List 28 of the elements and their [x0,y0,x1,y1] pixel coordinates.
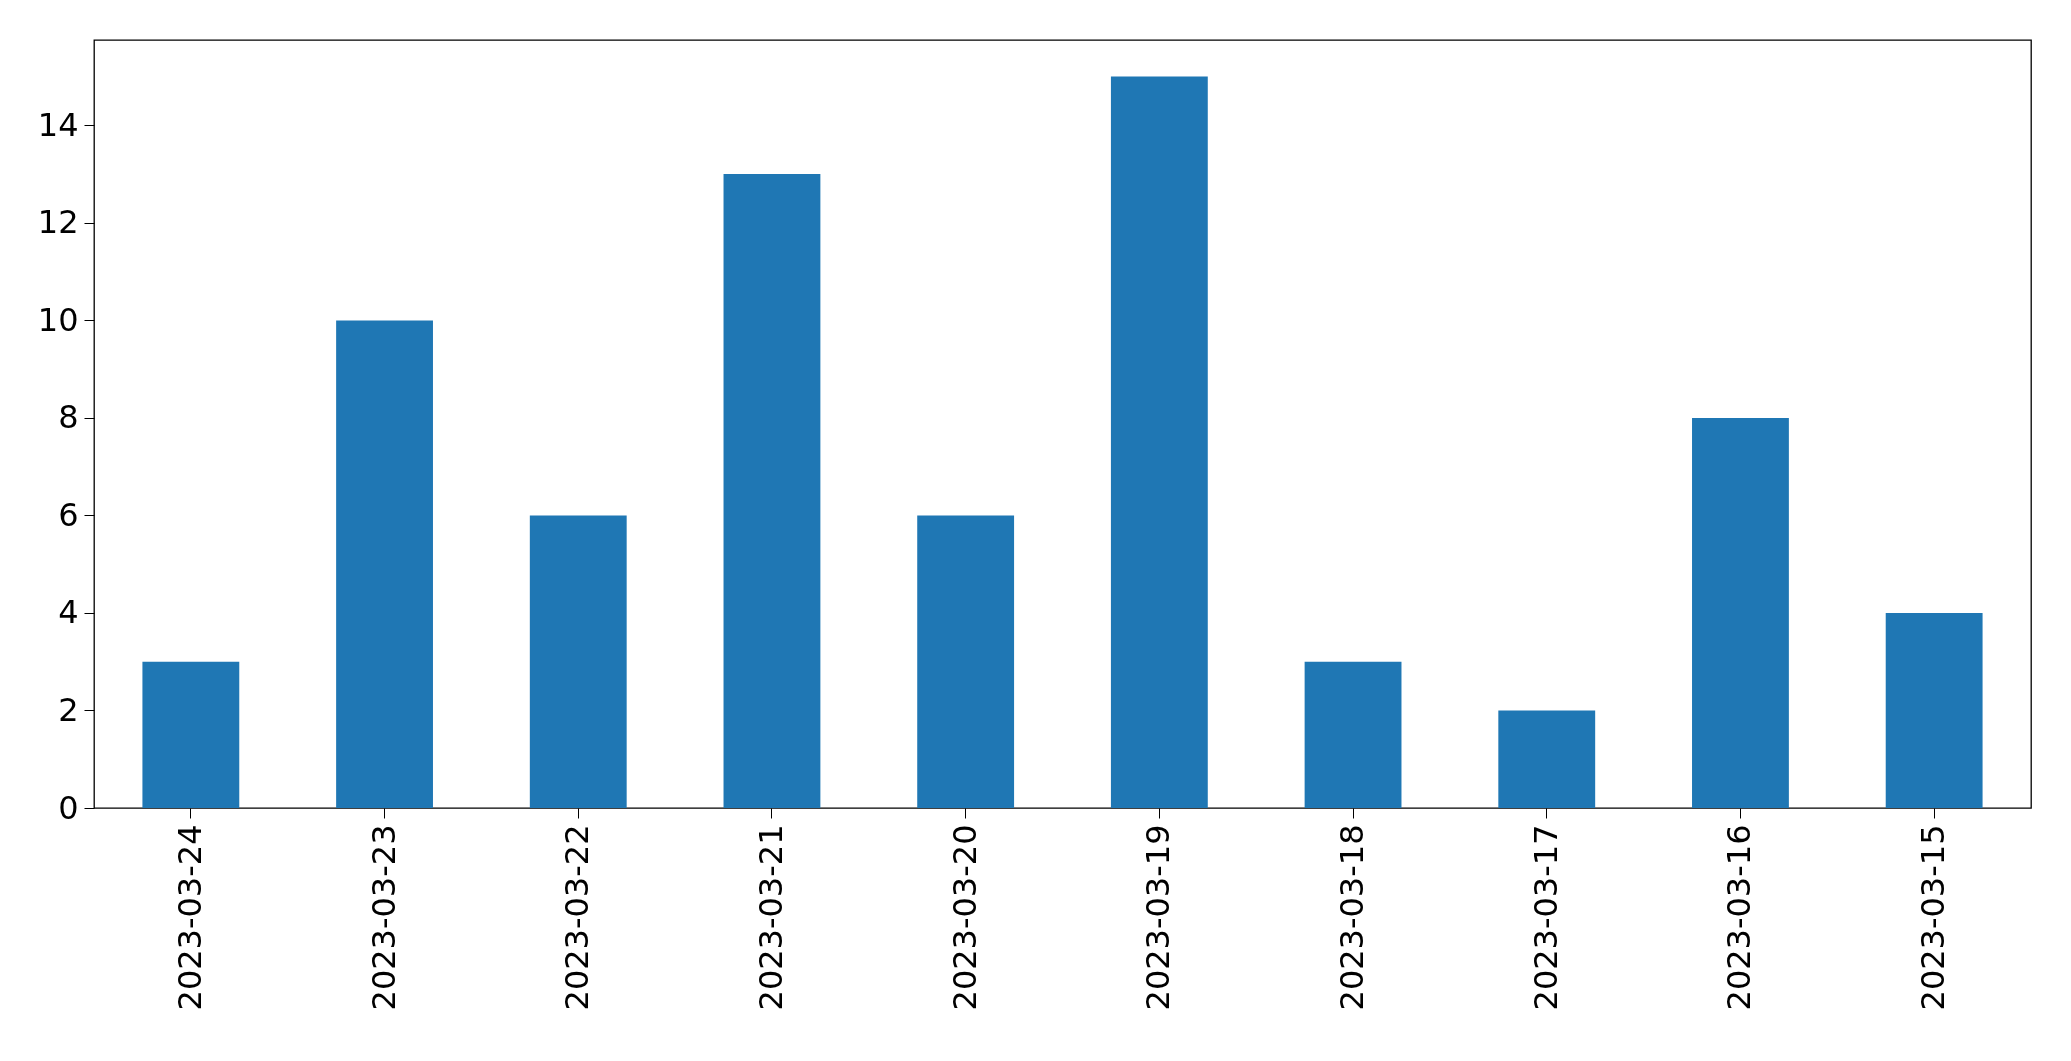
x-tick-label: 2023-03-20 [945,824,984,1011]
y-tick-label: 8 [58,398,79,437]
bar [1304,661,1402,808]
bar [1885,612,1983,808]
y-tick-label: 6 [58,495,79,534]
bar [529,515,627,808]
y-tick-label: 10 [37,300,79,339]
y-tick-label: 12 [37,203,79,242]
y-tick-label: 0 [58,788,79,827]
x-tick-label: 2023-03-23 [364,824,403,1011]
bar [142,661,240,808]
x-tick-label: 2023-03-16 [1720,824,1759,1011]
x-tick-label: 2023-03-18 [1333,824,1372,1011]
bar [917,515,1015,808]
bar [723,174,821,808]
x-tick-label: 2023-03-24 [170,824,209,1011]
bar [1498,710,1596,808]
x-tick-label: 2023-03-19 [1139,824,1178,1011]
x-tick-label: 2023-03-15 [1914,824,1953,1011]
x-tick-label: 2023-03-17 [1526,824,1565,1011]
y-tick-label: 14 [37,105,79,144]
x-tick-label: 2023-03-22 [558,824,597,1011]
x-tick-label: 2023-03-21 [751,824,790,1011]
y-tick-label: 4 [58,593,79,632]
bar [336,320,433,808]
y-tick-label: 2 [58,690,79,729]
bar [1110,76,1208,808]
bar [1692,417,1789,808]
